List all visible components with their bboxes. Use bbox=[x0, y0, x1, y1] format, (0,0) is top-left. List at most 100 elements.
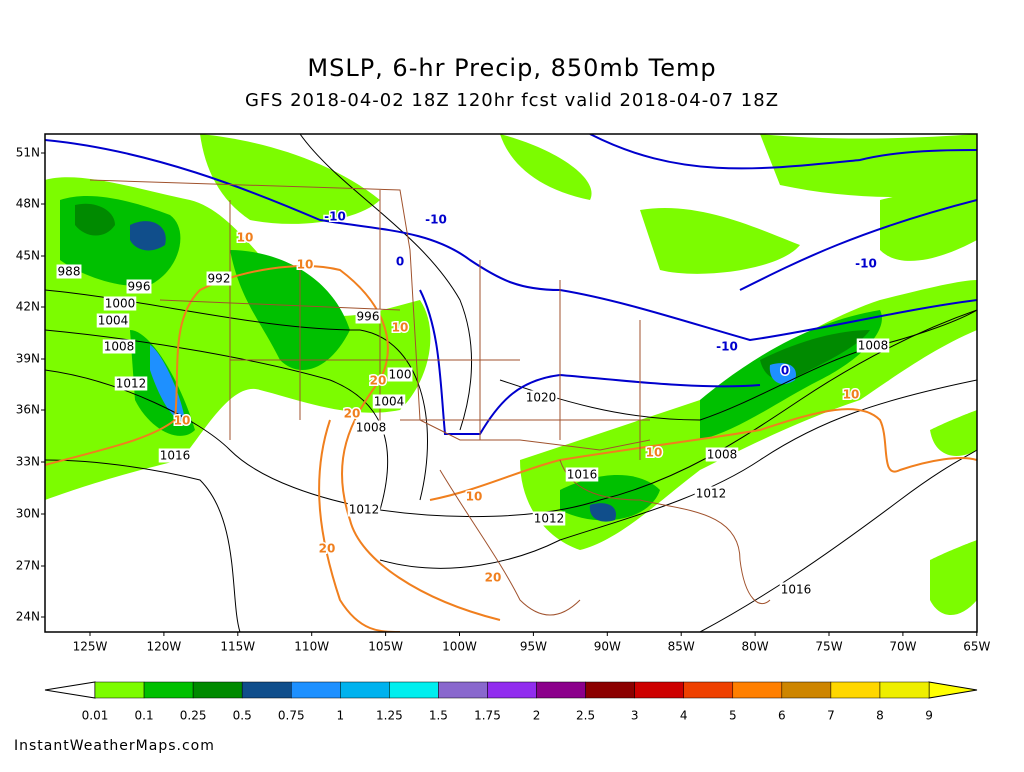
colorbar-swatch bbox=[536, 681, 586, 699]
isotherm-label-warm: 10 bbox=[392, 321, 409, 335]
map-frame bbox=[44, 133, 978, 633]
colorbar-label: 3 bbox=[631, 709, 639, 723]
isotherm-label-warm: 20 bbox=[319, 542, 336, 556]
isobar-label-bg bbox=[694, 486, 728, 501]
longitude-label: 85W bbox=[668, 640, 695, 654]
map-field bbox=[45, 134, 977, 632]
isobar-label: 1012 bbox=[696, 487, 727, 501]
isobar-label-bg bbox=[96, 313, 130, 328]
colorbar-swatch bbox=[94, 681, 145, 699]
isobar-label-bg bbox=[102, 339, 136, 354]
colorbar-swatch bbox=[340, 681, 390, 699]
isobar-label: 1008 bbox=[858, 339, 889, 353]
isobar-label: 1004 bbox=[374, 395, 405, 409]
isotherm-label-warm: 10 bbox=[843, 388, 860, 402]
isobar-label: 996 bbox=[357, 310, 380, 324]
colorbar-label: 5 bbox=[729, 709, 737, 723]
colorbar-label: 1.75 bbox=[474, 709, 501, 723]
isotherm-label-warm: 20 bbox=[370, 374, 387, 388]
isobar-label-bg bbox=[206, 271, 232, 286]
colorbar-label: 2.5 bbox=[576, 709, 595, 723]
isobar-label: 1000 bbox=[105, 297, 136, 311]
colorbar-swatch bbox=[879, 681, 930, 699]
colorbar-label: 1 bbox=[336, 709, 344, 723]
isobar-label-bg bbox=[56, 264, 82, 279]
isotherm-label-warm: 20 bbox=[485, 571, 502, 585]
colorbar-label: 7 bbox=[827, 709, 835, 723]
longitude-label: 95W bbox=[520, 640, 547, 654]
isobar-label-bg bbox=[779, 582, 813, 597]
colorbar-label: 1.5 bbox=[429, 709, 448, 723]
colorbar-swatch bbox=[389, 681, 439, 699]
isobar-label: 1016 bbox=[567, 468, 598, 482]
isobar-label: 1012 bbox=[116, 377, 147, 391]
longitude-label: 100W bbox=[442, 640, 477, 654]
colorbar-label: 6 bbox=[778, 709, 786, 723]
isobar-label: 1008 bbox=[104, 340, 135, 354]
colorbar-swatch bbox=[241, 681, 292, 699]
isobar-label: 100 bbox=[389, 368, 412, 382]
colorbar-swatch bbox=[781, 681, 832, 699]
colorbar-swatch bbox=[487, 681, 537, 699]
colorbar-label: 0.25 bbox=[180, 709, 207, 723]
isobar-label-bg bbox=[103, 296, 137, 311]
colorbar-swatch bbox=[634, 681, 684, 699]
colorbar-swatch bbox=[438, 681, 488, 699]
colorbar-label: 2 bbox=[533, 709, 541, 723]
isobar-label-bg bbox=[532, 511, 566, 526]
isobar-label: 996 bbox=[128, 280, 151, 294]
isobar-label: 1016 bbox=[781, 583, 812, 597]
colorbar-label: 0.01 bbox=[82, 709, 109, 723]
latitude-label: 33N bbox=[16, 455, 40, 469]
longitude-label: 125W bbox=[73, 640, 108, 654]
latitude-label: 48N bbox=[16, 197, 40, 211]
colorbar-label: 4 bbox=[680, 709, 688, 723]
latitude-label: 27N bbox=[16, 559, 40, 573]
longitude-label: 115W bbox=[220, 640, 255, 654]
isotherm-label-warm: 20 bbox=[344, 407, 361, 421]
longitude-label: 70W bbox=[889, 640, 916, 654]
isotherm-label-warm: 10 bbox=[237, 231, 254, 245]
isotherm-label-warm: 10 bbox=[646, 446, 663, 460]
longitude-label: 120W bbox=[147, 640, 182, 654]
isobar-label: 988 bbox=[58, 265, 81, 279]
isobar-label: 1012 bbox=[534, 512, 565, 526]
isotherm-label-warm: 10 bbox=[466, 490, 483, 504]
isobar-label: 1008 bbox=[707, 448, 738, 462]
isobar-label-bg bbox=[372, 394, 406, 409]
isobar-label-bg bbox=[354, 420, 388, 435]
longitude-label: 90W bbox=[594, 640, 621, 654]
isobar-label-bg bbox=[856, 338, 890, 353]
colorbar-swatch bbox=[290, 681, 341, 699]
footer: InstantWeatherMaps.com bbox=[14, 738, 215, 754]
isobar-label-bg bbox=[347, 502, 381, 517]
isotherm-label-cold: 0 bbox=[781, 364, 789, 378]
isobar-label: 1004 bbox=[98, 314, 129, 328]
subtitle: GFS 2018-04-02 18Z 120hr fcst valid 2018… bbox=[245, 90, 779, 111]
colorbar-label: 8 bbox=[876, 709, 884, 723]
colorbar-swatch bbox=[585, 681, 635, 699]
colorbar-swatch bbox=[830, 681, 881, 699]
latitude-label: 30N bbox=[16, 507, 40, 521]
isotherm-label-cold: -10 bbox=[855, 257, 877, 271]
colorbar-label: 9 bbox=[925, 709, 933, 723]
colorbar-label: 1.25 bbox=[376, 709, 403, 723]
isobar-label: 1020 bbox=[526, 391, 557, 405]
longitude-label: 105W bbox=[368, 640, 403, 654]
colorbar-label: 0.1 bbox=[135, 709, 154, 723]
isobar-label-bg bbox=[114, 376, 148, 391]
latitude-label: 51N bbox=[16, 146, 40, 160]
isobar-label: 1016 bbox=[160, 449, 191, 463]
colorbar-swatch bbox=[732, 681, 783, 699]
isotherm-label-cold: -10 bbox=[425, 213, 447, 227]
isobar-label-bg bbox=[524, 390, 558, 405]
latitude-label: 36N bbox=[16, 403, 40, 417]
colorbar-swatch bbox=[143, 681, 194, 699]
isobar-label: 1008 bbox=[356, 421, 387, 435]
colorbar-label: 0.5 bbox=[233, 709, 252, 723]
colorbar-label: 0.75 bbox=[278, 709, 305, 723]
colorbar-swatch bbox=[192, 681, 243, 699]
isobar-label-bg bbox=[158, 448, 192, 463]
isobar-label: 992 bbox=[208, 272, 231, 286]
